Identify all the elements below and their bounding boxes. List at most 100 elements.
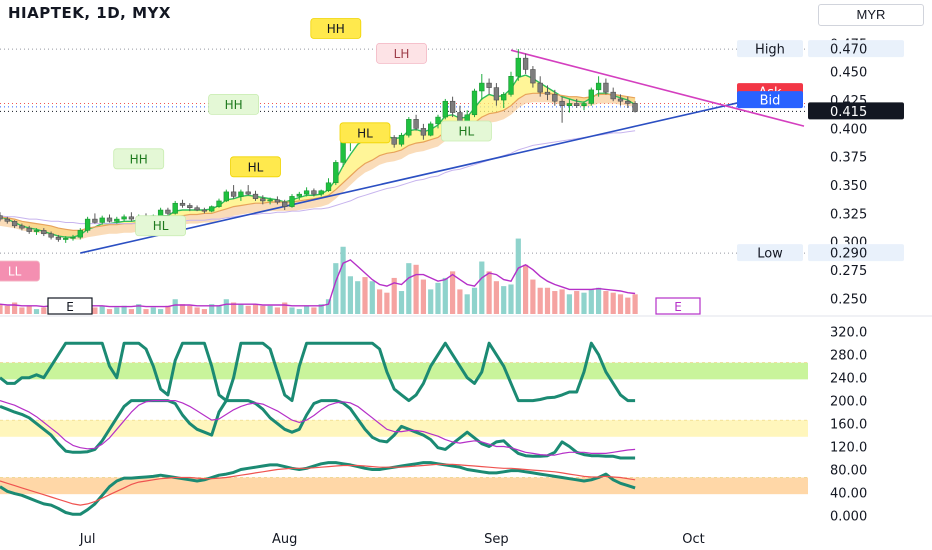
- candle-body: [33, 230, 40, 232]
- volume-bar: [552, 291, 558, 314]
- volume-bar: [121, 305, 127, 314]
- oscillator-bands: [0, 362, 808, 495]
- price-tick-label: 0.350: [830, 179, 867, 194]
- volume-bar: [581, 292, 587, 314]
- volume-bar: [216, 305, 222, 314]
- volume-bar: [537, 287, 543, 314]
- candle-body: [121, 216, 127, 220]
- volume-bar: [457, 289, 463, 314]
- high-tag-label-box: [737, 40, 803, 58]
- volume-bar: [267, 305, 273, 314]
- oscillator-mid-line: [0, 399, 636, 460]
- candle-body: [84, 218, 91, 231]
- volume-bar: [296, 309, 302, 314]
- price-tick-label: 0.325: [830, 207, 867, 222]
- volume-bar: [413, 264, 419, 314]
- end-marker-text: E: [674, 300, 682, 314]
- volume-bar: [398, 291, 405, 314]
- volume-bar: [274, 307, 280, 314]
- volume-bar: [136, 304, 142, 314]
- volume-bar: [508, 284, 514, 314]
- structure-label-text: HL: [357, 126, 373, 140]
- volume-bar: [158, 309, 164, 314]
- rising-trendline: [80, 99, 751, 254]
- candle-body: [55, 236, 62, 240]
- volume-bar: [384, 292, 390, 314]
- candle-body: [391, 137, 397, 145]
- volume-bar: [245, 305, 251, 314]
- price-tick-label: 0.450: [830, 66, 867, 81]
- candle-body: [610, 91, 616, 100]
- candle-body: [508, 76, 514, 95]
- candle-body: [559, 100, 565, 106]
- candle-body: [574, 103, 580, 106]
- candle-body: [11, 221, 18, 227]
- structure-label-box: [208, 94, 260, 115]
- volume-bar: [318, 304, 324, 314]
- volume-bar: [194, 307, 200, 314]
- volume-bar: [26, 305, 32, 314]
- candle-body: [70, 236, 76, 239]
- oscillator-tick-label: 160.0: [830, 418, 867, 433]
- resistance-trendline: [510, 49, 805, 127]
- structure-label-box: [310, 18, 362, 39]
- volume-bar: [428, 289, 434, 314]
- volume-bar: [486, 271, 492, 314]
- candle-body: [515, 57, 521, 77]
- bid-tag-label: Bid: [760, 94, 781, 109]
- volume-bar: [574, 291, 580, 314]
- oscillator-band: [0, 362, 808, 380]
- volume-bar: [501, 286, 507, 314]
- candle-body: [493, 87, 500, 101]
- oscillator-tick-label: 320.0: [830, 326, 867, 341]
- candle-body: [77, 230, 83, 238]
- candlesticks: [0, 49, 638, 243]
- low-tag-label: Low: [757, 247, 783, 262]
- volume-bar: [515, 238, 521, 314]
- candle-body: [333, 162, 339, 184]
- volume-bar: [172, 299, 178, 314]
- candle-body: [501, 94, 507, 101]
- volume-bar: [41, 307, 47, 314]
- volume-bar: [0, 304, 3, 314]
- candle-body: [187, 205, 193, 208]
- market-structure-labels: LL HH HL HH HL HH HL LH HL: [0, 18, 492, 282]
- candle-body: [486, 82, 492, 88]
- oscillator-tick-label: 0.000: [830, 509, 867, 524]
- candle-body: [245, 191, 251, 195]
- currency-selector[interactable]: MYR: [818, 4, 924, 26]
- volume-bar: [92, 307, 98, 314]
- candle-body: [552, 94, 558, 102]
- volume-bar: [333, 263, 339, 314]
- structure-label-box: [113, 148, 165, 170]
- candle-body: [223, 191, 229, 202]
- volume-bar: [179, 304, 186, 314]
- candle-body: [398, 134, 405, 145]
- structure-label-box: [440, 120, 492, 142]
- structure-label-box: [0, 260, 40, 282]
- oscillator-tick-label: 240.0: [830, 372, 867, 387]
- volume-bar: [588, 289, 594, 314]
- candle-body: [603, 82, 609, 93]
- oscillator-low-line: [0, 461, 636, 516]
- low-tag-value: 0.290: [830, 247, 867, 262]
- time-tick-label: Sep: [484, 532, 509, 547]
- volume-bar: [325, 299, 332, 314]
- volume-bar: [150, 307, 156, 314]
- volume-bar: [450, 271, 456, 314]
- price-axis: 0.2500.2750.3000.3250.3500.3750.4000.425…: [830, 37, 867, 307]
- candle-body: [296, 193, 302, 197]
- oscillator-top-line: [0, 341, 636, 403]
- trendlines: [80, 49, 805, 254]
- high-tag-value-box: [808, 40, 904, 58]
- candle-body: [4, 218, 10, 222]
- candle-body: [157, 209, 164, 216]
- volume-bar: [201, 309, 207, 314]
- candle-body: [318, 190, 324, 195]
- candle-body: [282, 201, 288, 207]
- candle-body: [406, 119, 412, 136]
- volume-bar: [377, 289, 383, 314]
- candle-body: [201, 209, 208, 212]
- structure-label-text: HL: [248, 160, 264, 174]
